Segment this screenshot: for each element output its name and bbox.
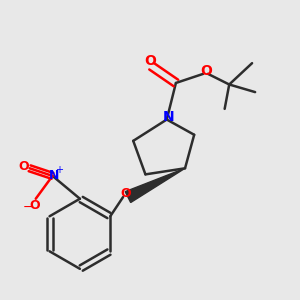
Text: N: N xyxy=(49,169,59,182)
Text: O: O xyxy=(200,64,212,78)
Text: O: O xyxy=(29,199,40,212)
Text: O: O xyxy=(120,187,131,200)
Polygon shape xyxy=(125,168,185,202)
Text: +: + xyxy=(55,165,63,176)
Text: O: O xyxy=(19,160,29,173)
Text: −: − xyxy=(23,201,33,214)
Text: N: N xyxy=(163,110,174,124)
Text: O: O xyxy=(144,54,156,68)
